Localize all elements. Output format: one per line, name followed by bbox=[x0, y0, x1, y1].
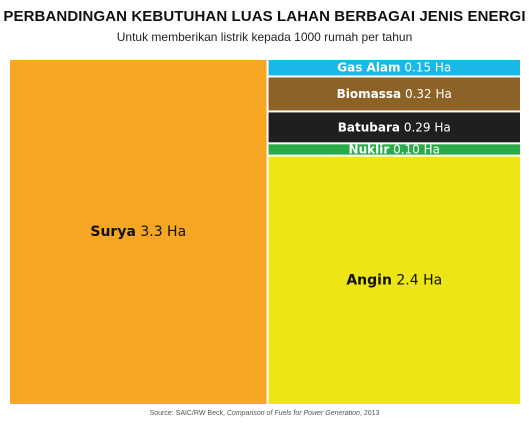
cell-batubara: Batubara 0.29 Ha bbox=[268, 112, 520, 143]
cell-name-gas-alam: Gas Alam bbox=[337, 61, 400, 75]
cell-value-gas-alam: 0.15 Ha bbox=[401, 61, 452, 75]
cell-nuklir: Nuklir 0.10 Ha bbox=[268, 142, 520, 156]
cell-value-angin: 2.4 Ha bbox=[392, 272, 442, 288]
cell-name-nuklir: Nuklir bbox=[349, 142, 390, 156]
cell-angin: Angin 2.4 Ha bbox=[268, 156, 520, 404]
treemap-cells: Surya 3.3 Ha Gas Alam 0.15 Ha Biomassa 0.3… bbox=[10, 60, 520, 404]
chart-subtitle: Untuk memberikan listrik kepada 1000 rum… bbox=[116, 30, 413, 44]
cell-label-surya: Surya 3.3 Ha bbox=[90, 224, 186, 240]
cell-label-angin: Angin 2.4 Ha bbox=[346, 272, 442, 288]
source-prefix: Source: SAIC/RW Beck, bbox=[149, 410, 225, 417]
cell-name-angin: Angin bbox=[346, 272, 392, 288]
cell-surya: Surya 3.3 Ha bbox=[10, 60, 267, 404]
cell-value-surya: 3.3 Ha bbox=[136, 224, 186, 240]
chart-title: PERBANDINGAN KEBUTUHAN LUAS LAHAN BERBAG… bbox=[3, 8, 526, 25]
source-suffix: , 2013 bbox=[359, 410, 380, 417]
cell-value-batubara: 0.29 Ha bbox=[400, 120, 451, 134]
cell-value-biomassa: 0.32 Ha bbox=[401, 87, 452, 101]
cell-rect-batubara bbox=[268, 112, 520, 143]
cell-name-biomassa: Biomassa bbox=[337, 87, 402, 101]
cell-name-batubara: Batubara bbox=[338, 120, 400, 134]
source-work: Comparison of Fuels for Power Generation bbox=[226, 410, 360, 417]
cell-gas-alam: Gas Alam 0.15 Ha bbox=[268, 60, 520, 76]
cell-rect-biomassa bbox=[268, 77, 520, 111]
cell-label-batubara: Batubara 0.29 Ha bbox=[338, 120, 451, 134]
cell-biomassa: Biomassa 0.32 Ha bbox=[268, 77, 520, 111]
cell-label-biomassa: Biomassa 0.32 Ha bbox=[337, 87, 452, 101]
cell-label-gas-alam: Gas Alam 0.15 Ha bbox=[337, 61, 451, 75]
cell-rect-nuklir bbox=[268, 144, 520, 155]
cell-rect-gas-alam bbox=[268, 60, 520, 76]
cell-label-nuklir: Nuklir 0.10 Ha bbox=[349, 142, 440, 156]
cell-value-nuklir: 0.10 Ha bbox=[389, 142, 440, 156]
cell-rect-angin bbox=[268, 156, 520, 404]
source-note: Source: SAIC/RW Beck, Comparison of Fuel… bbox=[0, 410, 529, 417]
cell-rect-surya bbox=[10, 60, 267, 404]
cell-name-surya: Surya bbox=[90, 224, 136, 240]
